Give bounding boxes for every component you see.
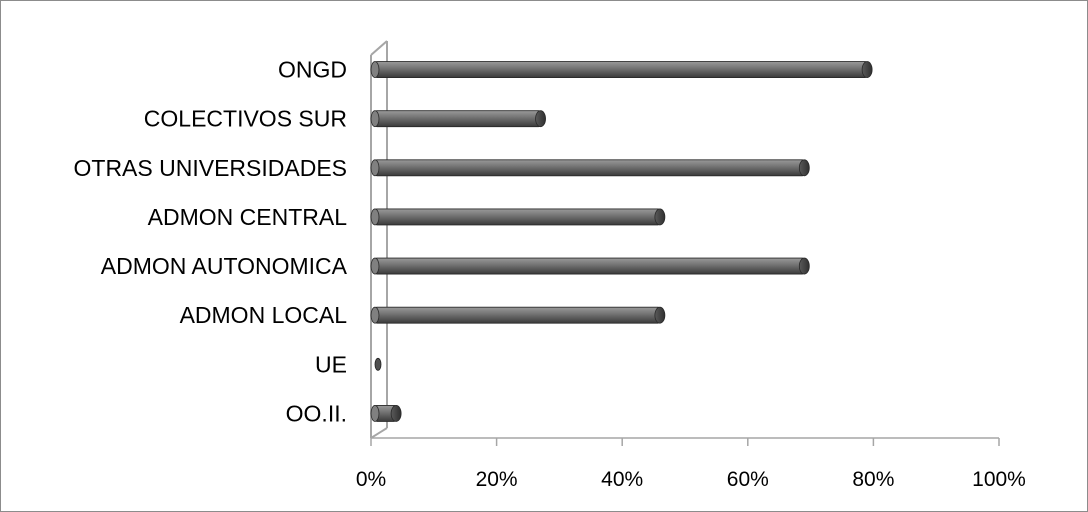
bar (370, 405, 402, 422)
category-label: ADMON CENTRAL (148, 204, 348, 230)
bar-start-cap (370, 110, 380, 128)
bar-end-cap (861, 61, 873, 78)
bar (370, 208, 666, 226)
bar-start-cap (370, 405, 380, 422)
bar-body (374, 257, 805, 275)
bars (370, 61, 873, 422)
category-label: ADMON AUTONOMICA (101, 253, 348, 279)
bar (370, 110, 546, 128)
x-tick-label: 100% (972, 468, 1026, 491)
x-tick-label: 60% (727, 468, 769, 491)
bar-start-cap (370, 61, 380, 78)
category-label: OO.II. (286, 400, 347, 426)
bar (370, 159, 810, 177)
bar (370, 61, 873, 78)
category-label: ONGD (278, 57, 347, 83)
x-tick-label: 20% (476, 468, 518, 491)
bar (374, 357, 382, 371)
y-axis-bottom-edge (370, 427, 388, 439)
bar-end-cap (390, 405, 402, 422)
category-labels: ONGD COLECTIVOS SUR OTRAS UNIVERSIDADES ADM… (74, 57, 348, 427)
y-axis-top-edge (370, 40, 388, 56)
bar-body (374, 61, 868, 78)
bar-body (374, 306, 661, 324)
bar-start-cap (370, 159, 380, 177)
bar-body (374, 159, 805, 177)
bar-zero-disc (374, 357, 382, 371)
bar-end-cap (654, 208, 666, 226)
x-tick-label: 0% (356, 468, 386, 491)
bar-body (374, 208, 661, 226)
bar-end-cap (798, 159, 810, 177)
bar-start-cap (370, 257, 380, 275)
x-axis-ticks: 0% 20% 40% 60% 80% 100% (356, 438, 1026, 491)
axes (370, 40, 999, 439)
bar-body (374, 110, 541, 128)
category-label: COLECTIVOS SUR (144, 106, 347, 132)
category-label: OTRAS UNIVERSIDADES (74, 155, 348, 181)
bar (370, 306, 666, 324)
bar-end-cap (798, 257, 810, 275)
bar-end-cap (535, 110, 546, 128)
category-label: ADMON LOCAL (180, 302, 348, 328)
category-label: UE (315, 351, 347, 377)
x-tick-label: 80% (852, 468, 894, 491)
x-tick-label: 40% (601, 468, 643, 491)
bar-start-cap (370, 208, 380, 226)
bar-end-cap (654, 306, 666, 324)
bar (370, 257, 810, 275)
bar-start-cap (370, 306, 380, 324)
